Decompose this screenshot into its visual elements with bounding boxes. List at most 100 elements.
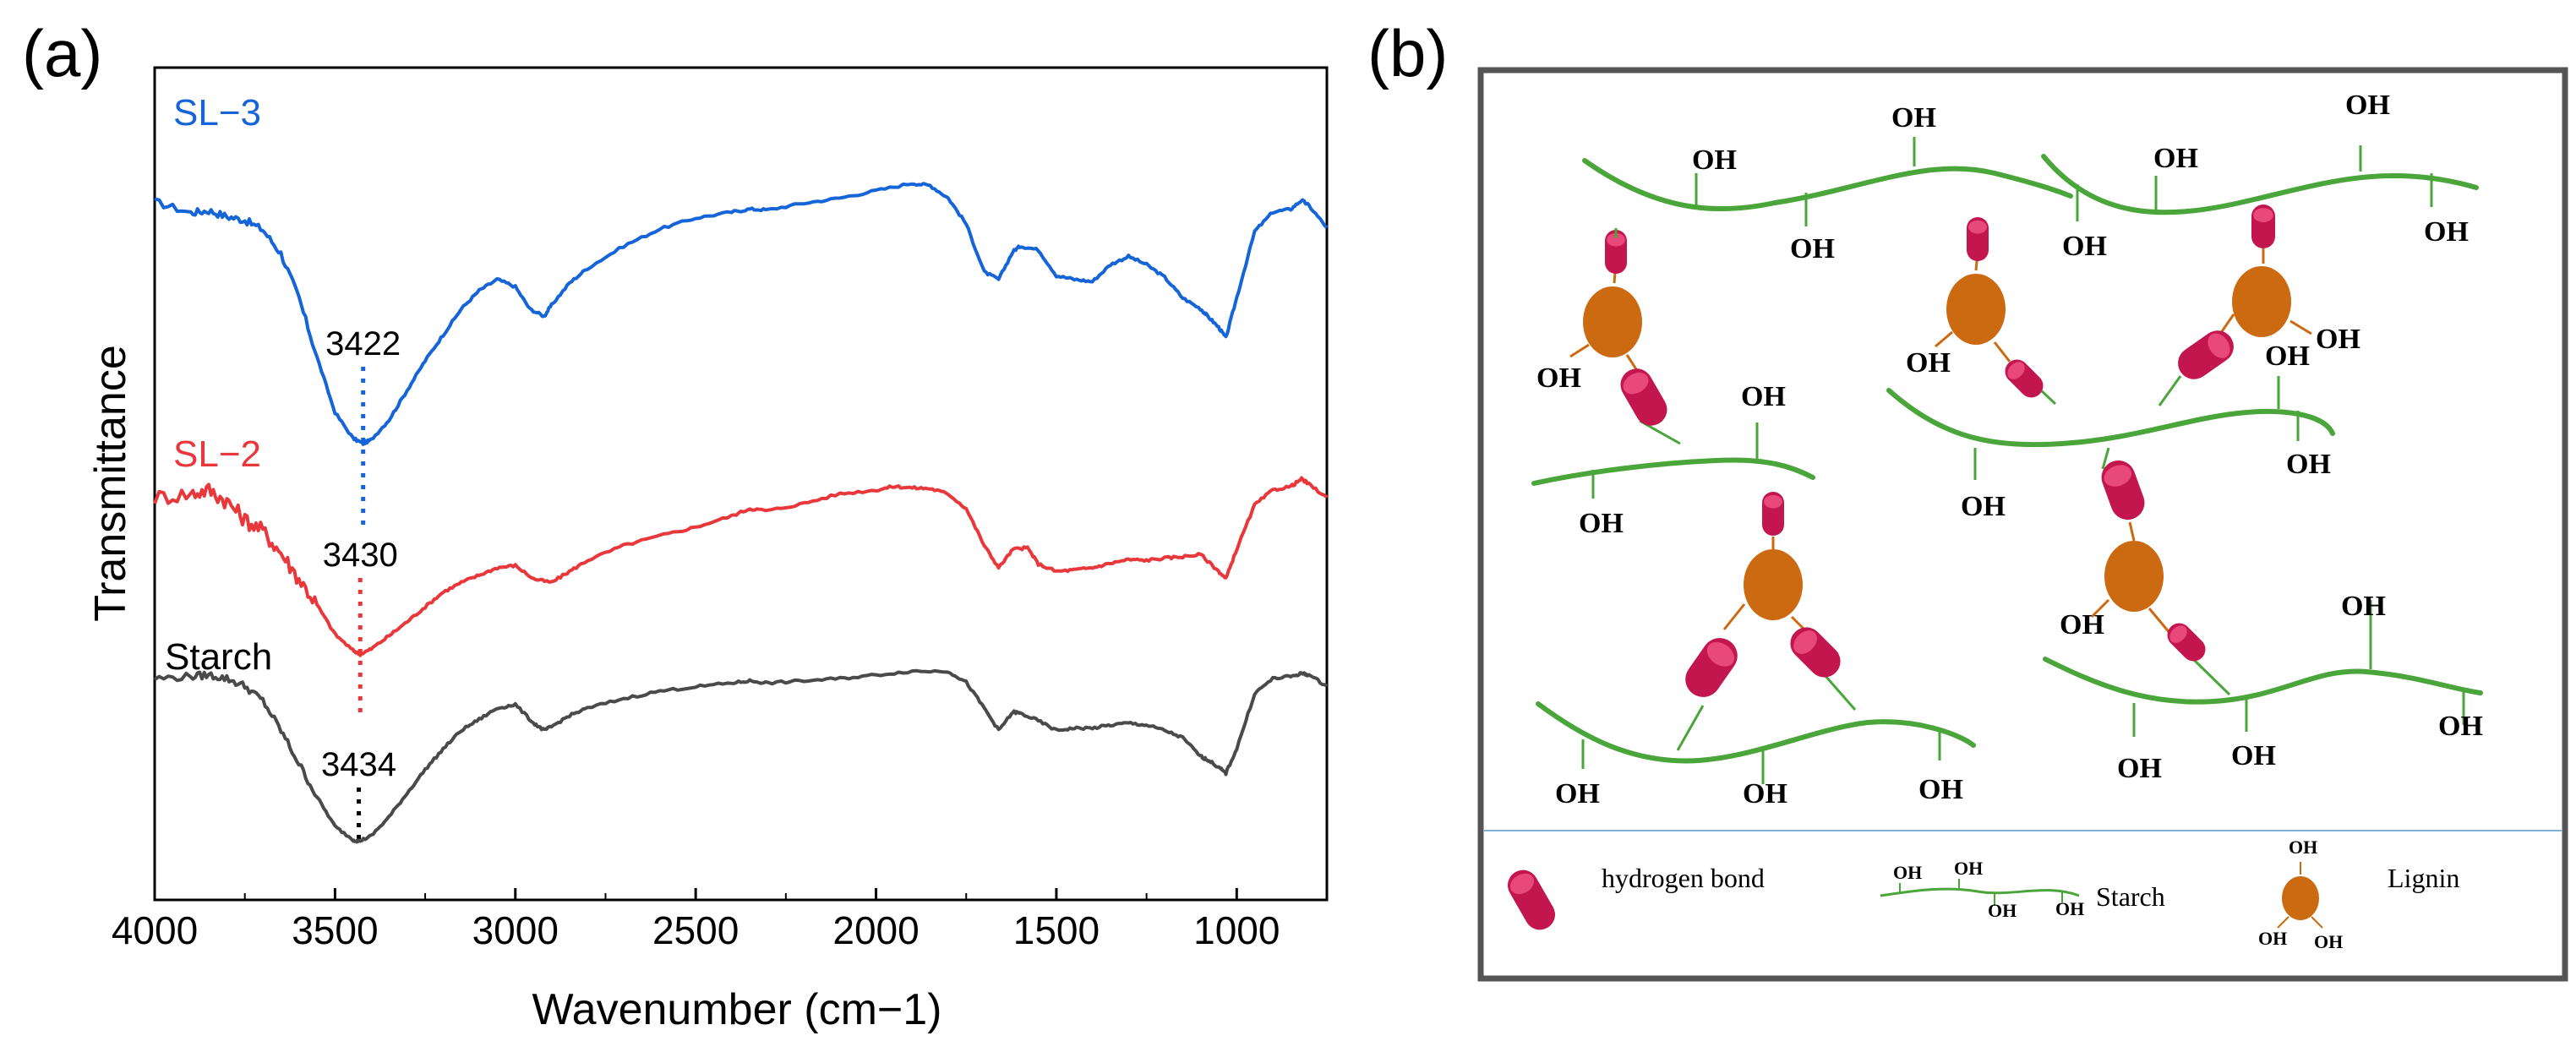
x-tick-label: 2000 xyxy=(832,908,919,952)
link-line xyxy=(2101,447,2110,470)
series-labels: SL−3 SL−2 Starch xyxy=(165,92,272,678)
plot-frame xyxy=(153,66,1329,902)
legend-starch-label: Starch xyxy=(2096,881,2165,912)
hydrogen-bond xyxy=(2005,359,2044,398)
series-line-0 xyxy=(154,182,1329,446)
oh-label: OH xyxy=(2345,90,2390,121)
legend-lignin-label: Lignin xyxy=(2388,863,2459,893)
svg-text:OH: OH xyxy=(2314,931,2343,952)
starch-chain xyxy=(2043,657,2483,705)
panel-b-label: (b) xyxy=(1367,16,1448,90)
oh-label: OH xyxy=(1536,362,1581,394)
link-line xyxy=(1935,330,1953,348)
link-line xyxy=(2191,657,2231,696)
x-axis-title: Wavenumber (cm−1) xyxy=(532,985,942,1034)
hydrogen-bond xyxy=(1790,627,1841,678)
svg-text:OH: OH xyxy=(2055,898,2084,919)
hydrogen-bond xyxy=(1967,217,1989,261)
starch-chain xyxy=(1536,701,1976,764)
oh-label: OH xyxy=(2231,740,2276,771)
link-line xyxy=(1993,341,2011,362)
oh-label: OH xyxy=(2424,216,2469,248)
svg-text:OH: OH xyxy=(2289,837,2317,858)
link-line xyxy=(1722,603,1746,630)
oh-label: OH xyxy=(2316,324,2360,355)
starch-chain xyxy=(1886,388,2335,448)
svg-text:OH: OH xyxy=(1893,862,1922,883)
oh-label: OH xyxy=(2117,753,2162,784)
legend-hydrogen-bond-icon xyxy=(1508,869,1555,930)
schematic-frame xyxy=(1477,67,2568,982)
series-lines xyxy=(153,182,1329,844)
oh-label: OH xyxy=(2286,449,2331,480)
series-name-1: SL−2 xyxy=(173,433,261,475)
svg-text:OH: OH xyxy=(1954,858,1983,879)
legend-hydrogen-bond-label: hydrogen bond xyxy=(1602,863,1765,893)
hydrogen-bond xyxy=(1685,638,1738,697)
oh-label: OH xyxy=(1906,347,1951,379)
oh-label: OH xyxy=(2265,341,2310,372)
oh-label: OH xyxy=(2438,711,2483,742)
oh-label: OH xyxy=(1741,381,1786,412)
hydrogen-bond xyxy=(1762,492,1784,536)
x-tick-label: 1000 xyxy=(1193,908,1280,952)
hydrogen-bond xyxy=(2178,330,2234,379)
oh-label: OH xyxy=(2062,231,2107,262)
series-line-1 xyxy=(153,476,1329,657)
panel-a-label: (a) xyxy=(22,16,102,90)
oh-label: OH xyxy=(1692,144,1737,176)
oh-label: OH xyxy=(1743,778,1787,809)
starch-chain xyxy=(1531,457,1815,486)
hydrogen-bond xyxy=(2251,204,2275,248)
link-line xyxy=(1569,343,1590,358)
x-tick-label: 4000 xyxy=(112,908,198,952)
starch-chain xyxy=(2041,154,2479,215)
oh-label: OH xyxy=(1579,508,1624,539)
peak-label-2: 3434 xyxy=(321,746,396,783)
x-axis: 4000 3500 3000 2500 2000 1500 1000 xyxy=(112,888,1280,952)
legend-lignin-icon: OH OH OH xyxy=(2258,837,2343,952)
hydrogen-bond xyxy=(1620,368,1667,426)
link-line xyxy=(1824,675,1857,711)
svg-text:OH: OH xyxy=(1988,900,2017,921)
oh-label: OH xyxy=(2060,609,2104,640)
panel-a-chart: (a) 4000 3500 3000 2500 2000 1500 1000 3422 343… xyxy=(22,16,1329,1034)
oh-label: OH xyxy=(1555,778,1600,809)
oh-label: OH xyxy=(1961,491,2006,522)
starch-chain xyxy=(1582,158,2073,212)
hydrogen-bond xyxy=(2167,623,2206,662)
hydrogen-bond xyxy=(1605,230,1627,274)
series-name-0: SL−3 xyxy=(173,92,261,134)
series-name-2: Starch xyxy=(165,636,272,678)
peak-markers: 3422 3430 3434 xyxy=(321,325,401,842)
link-line xyxy=(2289,319,2312,335)
oh-label: OH xyxy=(2341,591,2386,622)
link-line xyxy=(1676,705,1705,751)
link-line xyxy=(2158,375,2182,406)
x-tick-label: 3500 xyxy=(292,908,378,952)
lignin-unit xyxy=(2232,266,2291,337)
peak-label-0: 3422 xyxy=(325,325,401,362)
y-axis-title: Transmittance xyxy=(86,345,135,622)
lignin-unit xyxy=(1583,286,1642,357)
x-tick-label: 3000 xyxy=(472,908,559,952)
lignin-unit xyxy=(1744,549,1803,620)
oh-label: OH xyxy=(1891,102,1936,134)
lignin-unit xyxy=(2104,541,2164,612)
link-line xyxy=(2090,598,2110,619)
link-line xyxy=(2039,389,2057,406)
oh-label: OH xyxy=(1790,233,1835,264)
link-line xyxy=(2128,521,2136,542)
oh-label: OH xyxy=(2153,143,2198,174)
x-tick-label: 2500 xyxy=(652,908,739,952)
oh-label: OH xyxy=(1918,774,1963,805)
link-line xyxy=(2148,608,2172,635)
peak-label-1: 3430 xyxy=(323,537,398,574)
hydrogen-bond xyxy=(2101,460,2145,521)
lignin-unit xyxy=(1946,274,2006,345)
x-tick-label: 1500 xyxy=(1013,908,1100,952)
